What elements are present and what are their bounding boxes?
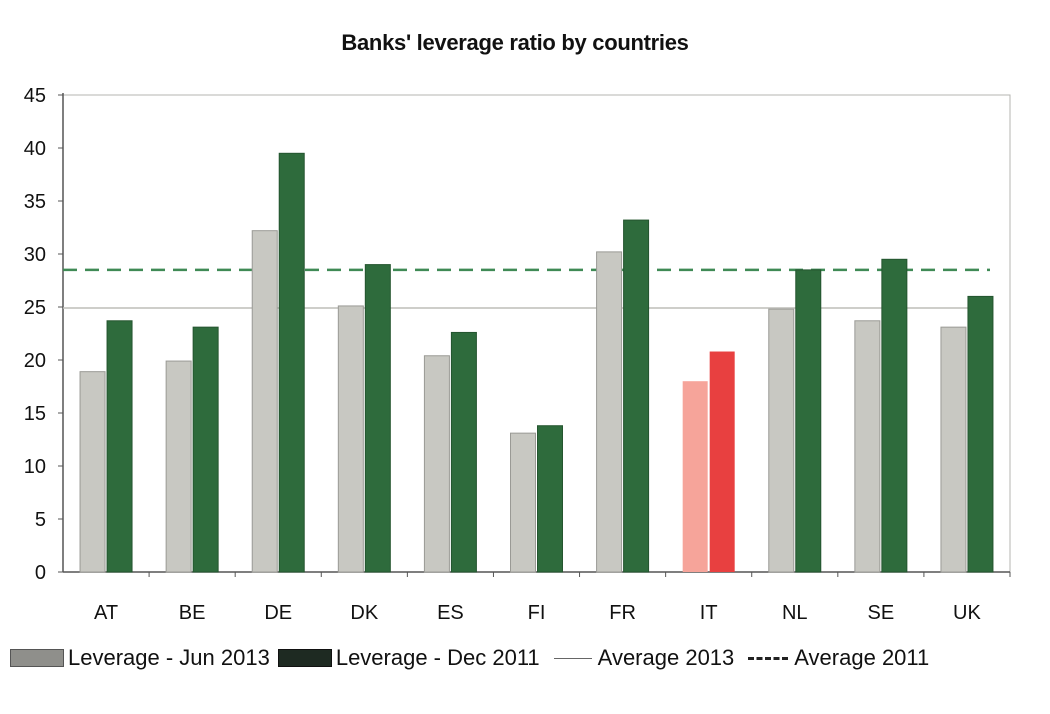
bar-be-jun-2013: [165, 360, 192, 573]
x-axis-labels: AT BE DE DK ES FI FR IT NL SE UK: [94, 572, 1011, 624]
legend-item-average-2011: Average 2011: [742, 645, 929, 671]
bar-uk-jun-2013: [940, 326, 967, 573]
legend-item-dec-2011: Leverage - Dec 2011: [277, 645, 540, 671]
bar-es-dec-2011: [450, 331, 477, 573]
x-tick-label: UK: [953, 602, 981, 624]
legend-label-average-2013: Average 2013: [597, 645, 735, 670]
y-tick-label: 0: [35, 562, 46, 584]
chart-title: Banks' leverage ratio by countries: [341, 30, 689, 55]
bar-at-jun-2013: [79, 371, 106, 573]
y-axis-ticks: 0 5 10 15 20 25 30 35 40 45: [24, 85, 63, 584]
legend-label-dec-2011: Leverage - Dec 2011: [335, 645, 540, 670]
x-tick-label: NL: [782, 602, 808, 624]
bar-es-jun-2013: [423, 355, 450, 573]
bar-fr-jun-2013: [596, 251, 623, 573]
bars: [79, 152, 994, 573]
x-tick-label: BE: [179, 602, 206, 624]
bar-dk-jun-2013: [337, 305, 364, 573]
legend: Leverage - Jun 2013 Leverage - Dec 2011 …: [10, 645, 937, 671]
bar-nl-dec-2011: [795, 269, 822, 573]
bar-it-jun-2013: [682, 381, 708, 572]
x-tick-label: AT: [94, 602, 118, 624]
legend-label-average-2011: Average 2011: [794, 645, 930, 670]
y-tick-label: 20: [24, 350, 46, 372]
bar-nl-jun-2013: [768, 308, 795, 573]
bar-be-dec-2011: [192, 326, 219, 573]
bar-dk-dec-2011: [364, 264, 391, 573]
legend-line-average-2011: [748, 656, 789, 660]
legend-line-average-2013: [553, 657, 592, 659]
bar-de-jun-2013: [251, 230, 278, 573]
x-tick-label: ES: [437, 602, 464, 624]
legend-item-average-2013: Average 2013: [548, 645, 735, 671]
y-tick-label: 25: [24, 297, 46, 319]
y-tick-label: 15: [24, 403, 46, 425]
x-tick-label: IT: [700, 602, 718, 624]
bar-fi-jun-2013: [510, 432, 536, 573]
bar-se-dec-2011: [881, 258, 908, 573]
y-tick-label: 40: [24, 138, 46, 160]
bar-se-jun-2013: [854, 320, 881, 573]
legend-swatch-jun-2013: [10, 649, 64, 667]
legend-swatch-dec-2011: [277, 649, 332, 667]
bar-fr-dec-2011: [623, 219, 650, 573]
x-tick-label: FI: [528, 602, 546, 624]
x-tick-label: DK: [350, 602, 378, 624]
bar-fi-dec-2011: [537, 425, 563, 573]
bar-chart: 0 5 10 15 20 25 30 35 40 45 AT BE DE DK ES FI FR IT NL SE U…: [24, 85, 1011, 624]
y-tick-label: 35: [24, 191, 46, 213]
plot-frame: [62, 93, 1011, 573]
y-tick-label: 5: [35, 509, 46, 531]
bar-de-dec-2011: [278, 152, 305, 573]
bar-it-dec-2011: [709, 351, 735, 572]
y-tick-label: 10: [24, 456, 46, 478]
x-tick-label: DE: [264, 602, 292, 624]
legend-item-jun-2013: Leverage - Jun 2013: [10, 645, 270, 671]
legend-label-jun-2013: Leverage - Jun 2013: [68, 645, 270, 670]
x-tick-label: FR: [609, 602, 636, 624]
reference-lines: [63, 268, 990, 309]
y-tick-label: 30: [24, 244, 46, 266]
bar-at-dec-2011: [106, 320, 133, 573]
bar-uk-dec-2011: [967, 295, 994, 573]
x-tick-label: SE: [868, 602, 895, 624]
y-tick-label: 45: [24, 85, 46, 107]
